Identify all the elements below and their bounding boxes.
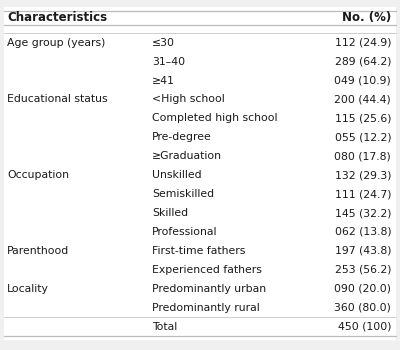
Text: Completed high school: Completed high school [152,113,278,124]
Text: ≥Graduation: ≥Graduation [152,151,222,161]
Text: Locality: Locality [7,284,49,294]
Text: Experienced fathers: Experienced fathers [152,265,262,275]
Text: 049 (10.9): 049 (10.9) [334,76,391,85]
Text: Age group (years): Age group (years) [7,38,106,48]
Text: Predominantly rural: Predominantly rural [152,303,260,313]
Text: 080 (17.8): 080 (17.8) [334,151,391,161]
Text: 31–40: 31–40 [152,57,185,66]
Text: Semiskilled: Semiskilled [152,189,214,199]
Text: 200 (44.4): 200 (44.4) [334,94,391,105]
Text: First-time fathers: First-time fathers [152,246,245,256]
Text: 289 (64.2): 289 (64.2) [335,57,391,66]
Text: Skilled: Skilled [152,208,188,218]
Text: Characteristics: Characteristics [7,11,107,24]
Text: 062 (13.8): 062 (13.8) [334,227,391,237]
Text: Unskilled: Unskilled [152,170,202,180]
Text: ≥41: ≥41 [152,76,175,85]
Text: 115 (25.6): 115 (25.6) [335,113,391,124]
Text: No. (%): No. (%) [342,11,391,24]
Text: Total: Total [152,322,177,331]
Text: 111 (24.7): 111 (24.7) [335,189,391,199]
Text: 132 (29.3): 132 (29.3) [335,170,391,180]
Text: 055 (12.2): 055 (12.2) [334,132,391,142]
Text: 112 (24.9): 112 (24.9) [335,38,391,48]
Text: <High school: <High school [152,94,225,105]
Text: ≤30: ≤30 [152,38,175,48]
Text: 253 (56.2): 253 (56.2) [335,265,391,275]
Text: 090 (20.0): 090 (20.0) [334,284,391,294]
FancyBboxPatch shape [4,7,396,340]
Text: 360 (80.0): 360 (80.0) [334,303,391,313]
Text: 197 (43.8): 197 (43.8) [335,246,391,256]
Text: Predominantly urban: Predominantly urban [152,284,266,294]
Text: Occupation: Occupation [7,170,69,180]
Text: 450 (100): 450 (100) [338,322,391,331]
Text: Educational status: Educational status [7,94,108,105]
Text: Pre-degree: Pre-degree [152,132,212,142]
Text: Professional: Professional [152,227,218,237]
Text: 145 (32.2): 145 (32.2) [335,208,391,218]
Text: Parenthood: Parenthood [7,246,70,256]
